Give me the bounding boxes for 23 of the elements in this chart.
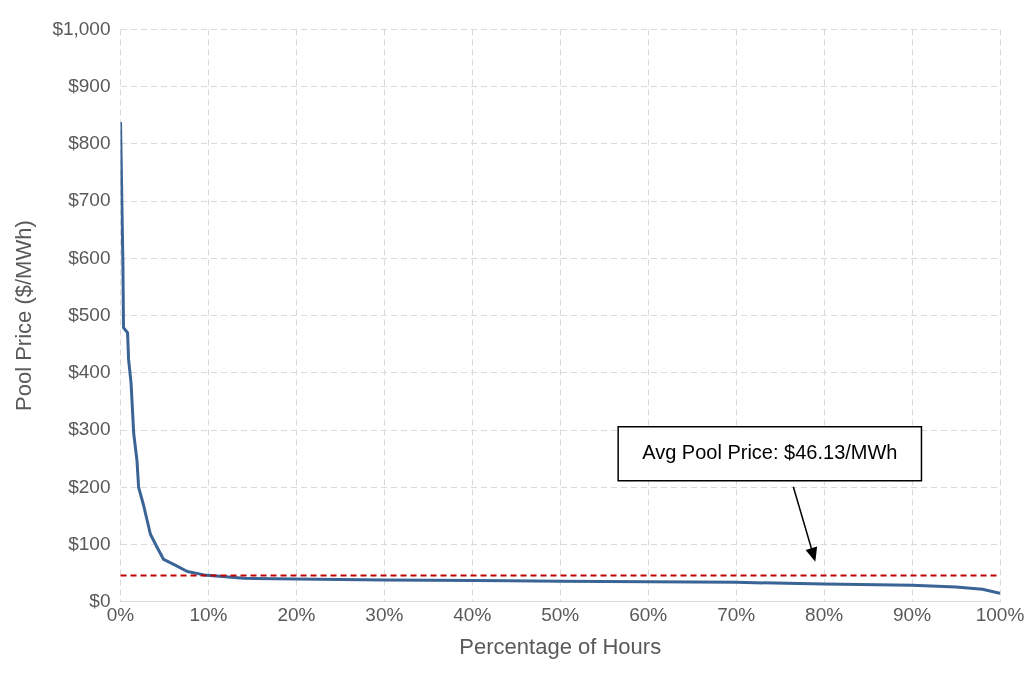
annotation: Avg Pool Price: $46.13/MWh [642, 441, 898, 464]
y-tick-label: $1,000 [52, 17, 111, 39]
y-tick-label: $900 [68, 74, 111, 96]
x-tick-label: 90% [893, 604, 932, 626]
x-tick-label: 60% [629, 604, 668, 626]
y-tick-label: $500 [68, 303, 111, 325]
x-tick-label: 20% [277, 604, 316, 626]
x-tick-label: 10% [189, 604, 228, 626]
y-tick-label: $400 [68, 361, 111, 383]
y-tick-label: $200 [68, 475, 111, 497]
y-tick-label: $300 [68, 418, 111, 440]
x-tick-label: 100% [975, 604, 1025, 626]
y-tick-label: $700 [68, 189, 111, 211]
y-tick-label: $800 [68, 132, 111, 154]
x-tick-label: 70% [717, 604, 756, 626]
y-tick-label: $100 [68, 532, 111, 554]
x-axis-title: Percentage of Hours [459, 633, 662, 659]
x-tick-label: 80% [805, 604, 844, 626]
x-tick-label: 30% [365, 604, 404, 626]
y-tick-label: $600 [68, 246, 111, 268]
x-tick-label: 40% [453, 604, 492, 626]
y-axis-title: Pool Price ($/MWh) [11, 220, 37, 411]
x-tick-label: 50% [541, 604, 580, 626]
